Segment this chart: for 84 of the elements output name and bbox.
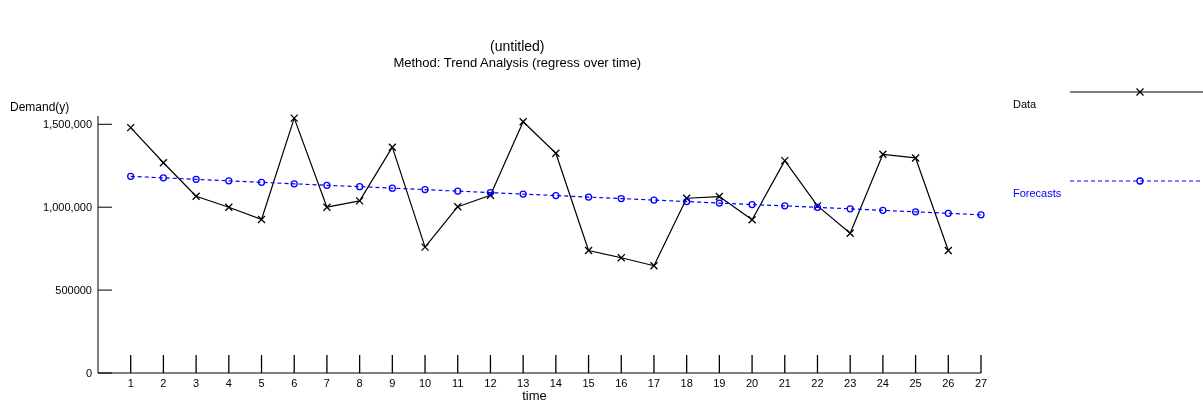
text: Forecasts [1013, 187, 1062, 199]
x-tick-label: 17 [647, 377, 661, 389]
point [715, 199, 724, 207]
point [846, 229, 855, 238]
x-tick-label: 20 [745, 377, 759, 389]
point [257, 215, 266, 224]
x-tick-label: 18 [680, 377, 693, 389]
point [290, 114, 299, 123]
point [519, 190, 527, 198]
x-tick-label: 27 [974, 377, 988, 389]
x-tick-label: 13 [517, 377, 530, 389]
point [584, 193, 593, 201]
point [911, 208, 920, 216]
point [127, 172, 135, 180]
point [551, 149, 560, 158]
point [454, 187, 462, 195]
x-tick-label: 21 [778, 377, 791, 389]
point [944, 209, 952, 217]
x-tick-label: 25 [909, 377, 922, 389]
point [453, 202, 462, 211]
point [420, 243, 430, 252]
point [159, 174, 168, 182]
point [617, 253, 626, 262]
point [159, 158, 168, 167]
x-tick-label: 1 [127, 377, 134, 389]
point [846, 205, 854, 213]
text: Data [1013, 98, 1038, 110]
x-tick-label: 19 [713, 377, 726, 389]
x-tick-label: 16 [615, 377, 628, 389]
y-axis-title: Demand(y) [10, 100, 70, 114]
chart-title: (untitled) [490, 38, 545, 54]
point [780, 156, 789, 165]
point [879, 206, 887, 214]
y-tick-label: 1,000,000 [43, 201, 92, 214]
x-tick-label: 11 [452, 377, 464, 389]
point [322, 203, 332, 212]
point [388, 143, 397, 152]
point [617, 194, 625, 203]
x-tick-label: 12 [484, 377, 497, 389]
point [126, 123, 135, 132]
point [748, 200, 756, 209]
y-tick-label: 1,500,000 [43, 118, 92, 131]
point [191, 192, 201, 201]
point [225, 177, 233, 185]
x-tick-label: 2 [160, 377, 167, 389]
x-tick-label: 22 [811, 377, 824, 389]
x-tick-label: 4 [225, 377, 232, 389]
point [323, 181, 331, 189]
x-tick-label: 14 [549, 377, 562, 389]
x-axis-title: time [522, 388, 547, 402]
point [715, 192, 724, 201]
x-tick-label: 26 [942, 377, 955, 389]
x-tick-label: 6 [291, 377, 298, 389]
point [290, 180, 298, 188]
point [355, 196, 364, 206]
point [388, 184, 396, 192]
point [747, 215, 757, 224]
point [878, 150, 888, 159]
x-tick-label: 8 [356, 377, 363, 389]
point [649, 261, 659, 270]
point [584, 246, 593, 255]
point [977, 211, 985, 219]
point [911, 153, 920, 163]
point [257, 178, 266, 186]
chart-subtitle: Method: Trend Analysis (regress over time) [393, 55, 642, 70]
x-tick-label: 9 [389, 377, 396, 389]
x-tick-label: 5 [258, 377, 265, 389]
x-tick-label: 23 [844, 377, 857, 389]
x-tick-label: 15 [582, 377, 595, 389]
point [781, 202, 789, 210]
y-tick-label: 0 [85, 367, 92, 379]
x-tick-label: 7 [323, 377, 330, 389]
point [519, 117, 528, 126]
point [650, 196, 658, 204]
x-tick-label: 10 [418, 377, 432, 389]
point [192, 175, 200, 183]
point [552, 191, 560, 200]
point [355, 182, 364, 191]
point [944, 246, 953, 255]
x-tick-label: 3 [193, 377, 200, 389]
y-tick-label: 500000 [55, 284, 92, 297]
point [224, 203, 233, 212]
x-tick-label: 24 [876, 377, 890, 389]
point [421, 185, 429, 194]
